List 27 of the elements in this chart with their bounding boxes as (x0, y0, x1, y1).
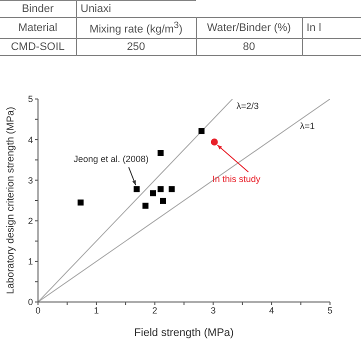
y-tick-label: 2 (28, 216, 33, 226)
series-label: λ=1 (300, 121, 315, 131)
x-tick-label: 2 (152, 305, 158, 316)
y-tick-label: 1 (28, 256, 33, 267)
x-tick-label: 5 (327, 305, 333, 316)
x-tick-label: 4 (269, 305, 274, 316)
y-tick-label: 0 (28, 297, 33, 308)
y-tick-label: 3 (28, 175, 33, 186)
x-tick-label: 1 (94, 305, 99, 316)
annotation: In this study (212, 174, 261, 184)
text: In l (302, 18, 361, 38)
text: Water/Binder (%) (196, 18, 302, 38)
text: Mixing rate (kg/m$^{3}$) (76, 18, 196, 38)
x-tick-label: 0 (35, 305, 41, 316)
series-label: λ=2/3 (236, 101, 259, 111)
y-axis-title: Laboratory design criterion strength (MPa) (6, 106, 17, 294)
y-tick-label: 5 (28, 94, 33, 104)
text: 250 (76, 38, 196, 56)
annotation: Jeong et al. (2008) (74, 154, 149, 164)
x-tick-label: 3 (210, 305, 216, 316)
x-axis-title: Field strength (MPa) (134, 327, 234, 339)
y-tick-label: 4 (28, 134, 33, 145)
text: CMD-SOIL (0, 38, 76, 56)
text: Binder (0, 0, 76, 18)
text: 80 (196, 38, 302, 56)
text: Uniaxi (76, 0, 196, 18)
text: Material (0, 18, 76, 38)
